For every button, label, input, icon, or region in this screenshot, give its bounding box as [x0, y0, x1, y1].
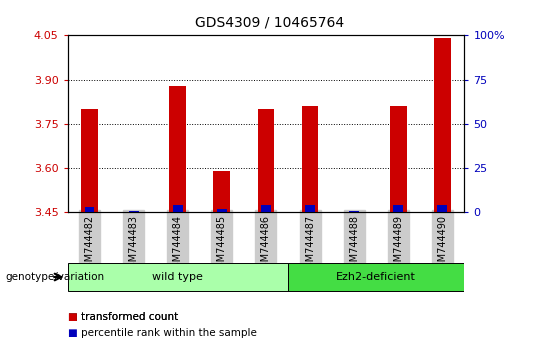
Bar: [258, 109, 274, 212]
Bar: [68, 263, 288, 291]
Bar: [437, 205, 447, 212]
Bar: [390, 106, 407, 212]
Text: GDS4309 / 10465764: GDS4309 / 10465764: [195, 16, 345, 30]
Text: Ezh2-deficient: Ezh2-deficient: [336, 272, 416, 282]
Bar: [85, 207, 94, 212]
Text: transformed count: transformed count: [81, 312, 178, 322]
Bar: [213, 171, 230, 212]
Bar: [261, 205, 271, 212]
Bar: [305, 205, 315, 212]
Bar: [129, 211, 138, 212]
Text: wild type: wild type: [152, 272, 203, 282]
Bar: [81, 109, 98, 212]
Bar: [434, 38, 451, 212]
Text: genotype/variation: genotype/variation: [5, 272, 105, 282]
Bar: [288, 263, 464, 291]
Bar: [349, 211, 359, 212]
Text: ■: ■: [68, 312, 77, 322]
Text: ■: ■: [68, 328, 77, 338]
Bar: [394, 205, 403, 212]
Text: ■ transformed count: ■ transformed count: [68, 312, 178, 322]
Text: percentile rank within the sample: percentile rank within the sample: [81, 328, 257, 338]
Bar: [170, 86, 186, 212]
Bar: [217, 209, 227, 212]
Bar: [302, 106, 319, 212]
Bar: [173, 205, 183, 212]
